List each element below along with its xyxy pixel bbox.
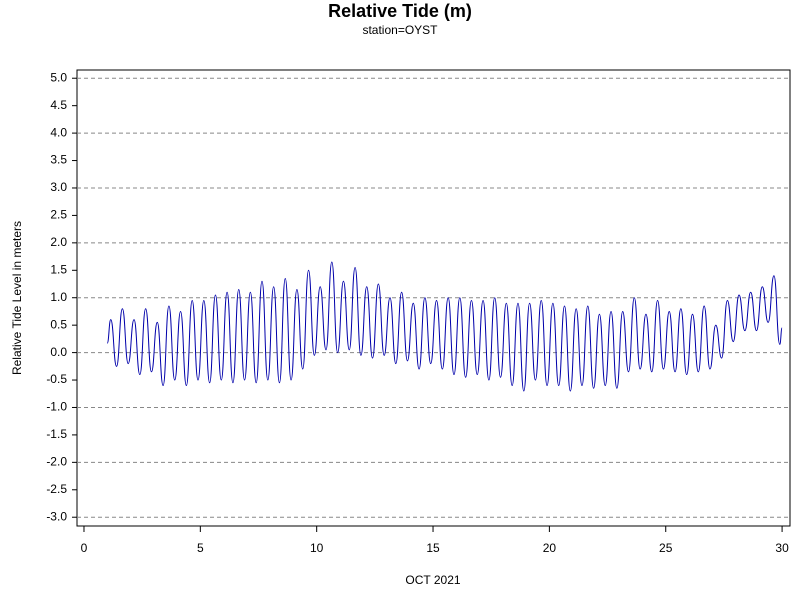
- y-tick-label: 2.0: [50, 235, 67, 249]
- y-tick-label: -2.5: [46, 482, 67, 496]
- x-tick-label: 25: [659, 541, 673, 555]
- y-tick-label: -0.5: [46, 372, 67, 386]
- y-tick-label: -1.0: [46, 400, 67, 414]
- y-tick-label: 4.5: [50, 98, 67, 112]
- y-axis-label: Relative Tide Level in meters: [10, 221, 24, 375]
- y-tick-label: 3.0: [50, 180, 67, 194]
- x-tick-label: 5: [197, 541, 204, 555]
- x-tick-label: 30: [775, 541, 789, 555]
- y-tick-label: 5.0: [50, 70, 67, 84]
- y-tick-label: 0.0: [50, 345, 67, 359]
- y-tick-label: 2.5: [50, 208, 67, 222]
- x-axis-label: OCT 2021: [405, 573, 460, 587]
- y-tick-label: 1.0: [50, 290, 67, 304]
- x-tick-label: 0: [81, 541, 88, 555]
- chart-title: Relative Tide (m): [328, 1, 472, 21]
- y-tick-label: 3.5: [50, 153, 67, 167]
- y-tick-label: 0.5: [50, 317, 67, 331]
- x-tick-label: 20: [543, 541, 557, 555]
- y-tick-label: 4.0: [50, 125, 67, 139]
- x-tick-label: 15: [426, 541, 440, 555]
- y-tick-label: 1.5: [50, 262, 67, 276]
- y-tick-label: -3.0: [46, 509, 67, 523]
- tide-line: [106, 261, 783, 392]
- x-tick-label: 10: [310, 541, 324, 555]
- y-tick-label: -1.5: [46, 427, 67, 441]
- chart-subtitle: station=OYST: [362, 23, 438, 37]
- y-tick-label: -2.0: [46, 455, 67, 469]
